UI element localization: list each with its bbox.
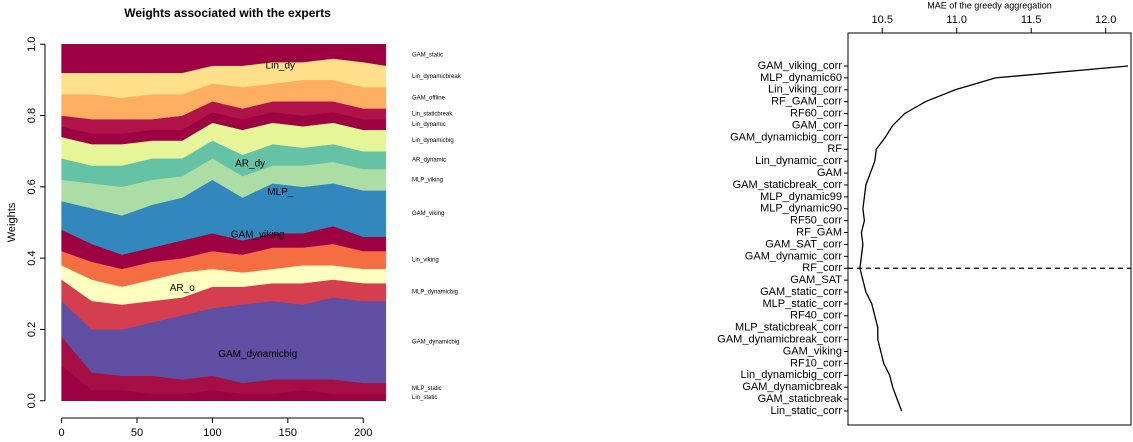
chart-title: Weights associated with the experts (124, 6, 331, 20)
legend-label: GAM_viking (412, 211, 444, 217)
y-tick-label: RF50_corr (790, 215, 842, 227)
x-tick-label: 0 (59, 427, 65, 439)
y-tick-label: RF_corr (802, 262, 842, 274)
y-tick-label: GAM_dynamicbreak (742, 381, 842, 393)
y-tick-label: 0.2 (26, 322, 38, 337)
y-tick-label: GAM_viking_corr (758, 60, 843, 72)
y-tick-label: 1.0 (26, 37, 38, 52)
y-tick-label: GAM_staticbreak_corr (733, 179, 843, 191)
y-tick-label: Lin_static_corr (770, 405, 842, 417)
x-tick-label: 200 (354, 427, 372, 439)
y-tick-label: Lin_dynamic_corr (755, 155, 842, 167)
annotation: AR_o (170, 283, 195, 294)
annotation: GAM_viking (231, 230, 285, 241)
y-tick-label: MLP_dynamic90 (760, 203, 842, 215)
annotation: GAM_dynamicbig (218, 349, 297, 360)
y-tick-label: 0.0 (26, 393, 38, 408)
legend-label: MLP_static (412, 386, 442, 392)
y-tick-label: MLP_dynamic60 (760, 72, 842, 84)
x-tick-label: 50 (131, 427, 143, 439)
y-tick-label: RF60_corr (790, 107, 842, 119)
x-tick-label: 10.5 (872, 14, 893, 26)
y-tick-label: 0.8 (26, 108, 38, 123)
legend-label: Lin_dynamicbreak (412, 74, 462, 80)
y-tick-label: 0.6 (26, 179, 38, 194)
x-tick-label: 12.0 (1095, 14, 1116, 26)
chart-title: MAE of the greedy aggregation (927, 0, 1052, 10)
plot-box (847, 32, 1132, 426)
y-tick-label: MLP_staticbreak_corr (735, 322, 842, 334)
legend-label: Lin_dynamic (412, 122, 446, 128)
y-tick-label: GAM_corr (792, 119, 842, 131)
x-tick-label: 100 (203, 427, 221, 439)
area-band (61, 44, 387, 74)
y-axis-label: Weights (6, 202, 18, 242)
legend-label: MLP_viking (412, 177, 443, 183)
legend-label: AR_dynamic (412, 158, 446, 164)
y-tick-label: GAM_staticbreak (758, 393, 843, 405)
y-tick-label: GAM_dynamicbreak_corr (717, 334, 842, 346)
y-tick-label: GAM_viking (783, 345, 842, 357)
legend-label: MLP_dynamicbig (412, 290, 458, 296)
x-tick-label: 11.0 (946, 14, 967, 26)
y-tick-label: GAM_static_corr (760, 286, 842, 298)
legend-label: Lin_static (412, 395, 437, 401)
legend-label: GAM_offline (412, 95, 446, 101)
y-tick-label: 0.4 (26, 250, 38, 265)
annotation: AR_dy (235, 158, 265, 169)
legend-label: GAM_static (412, 53, 443, 59)
annotation: MLP_ (267, 187, 294, 198)
y-tick-label: MLP_dynamic99 (760, 191, 842, 203)
annotation: Lin_dy (266, 60, 295, 71)
legend-label: GAM_dynamicbig (412, 339, 459, 345)
legend-label: Lin_staticbreak (412, 111, 453, 117)
y-tick-label: RF40_corr (790, 310, 842, 322)
y-tick-label: GAM (817, 167, 842, 179)
y-tick-label: Lin_dynamicbig_corr (741, 369, 843, 381)
y-tick-label: MLP_static_corr (763, 298, 843, 310)
y-tick-label: Lin_viking_corr (768, 84, 842, 96)
line (859, 65, 1129, 412)
y-tick-label: GAM_SAT (790, 274, 842, 286)
y-tick-label: GAM_dynamic_corr (745, 250, 843, 262)
x-tick-label: 11.5 (1021, 14, 1042, 26)
y-tick-label: RF (827, 143, 842, 155)
legend-label: Lin_viking (412, 258, 439, 264)
y-tick-label: RF_GAM (796, 226, 842, 238)
y-tick-label: GAM_SAT_corr (765, 238, 842, 250)
y-tick-label: RF10_corr (790, 357, 842, 369)
y-tick-label: GAM_dynamicbig_corr (730, 131, 842, 143)
x-tick-label: 150 (279, 427, 297, 439)
legend-label: Lin_dynamicbig (412, 138, 454, 144)
y-tick-label: RF_GAM_corr (771, 96, 842, 108)
